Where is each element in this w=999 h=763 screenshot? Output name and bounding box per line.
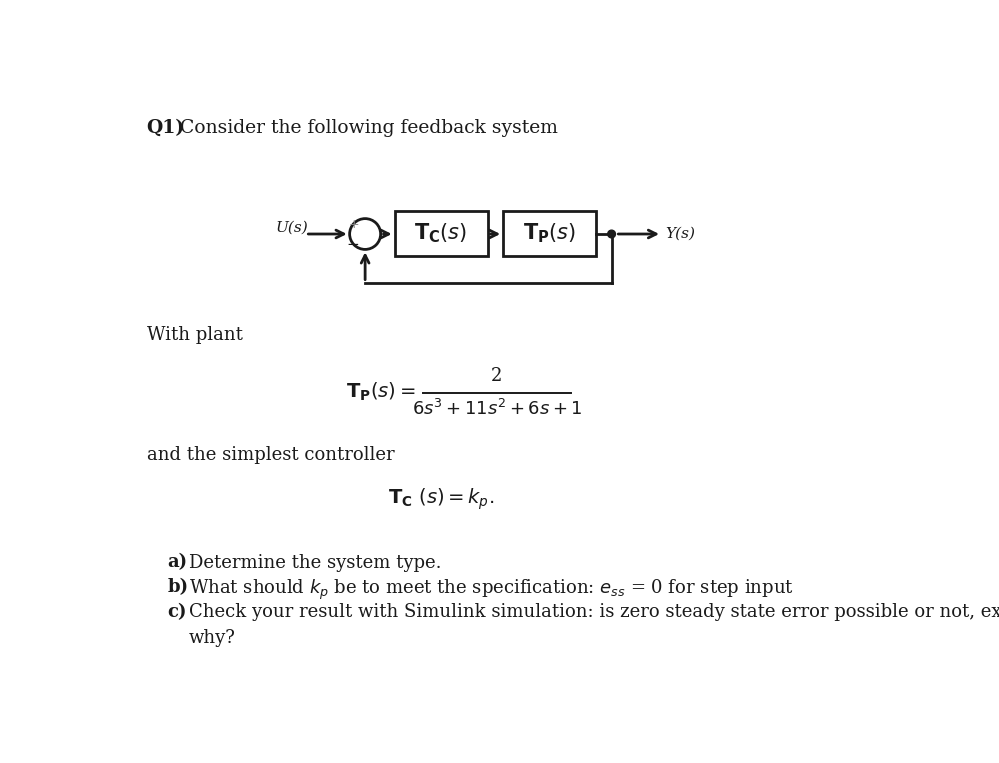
Text: $6s^3 + 11s^2 + 6s + 1$: $6s^3 + 11s^2 + 6s + 1$ <box>412 399 582 419</box>
Text: c): c) <box>168 603 187 621</box>
Text: Y(s): Y(s) <box>665 227 695 241</box>
Text: −: − <box>347 237 359 252</box>
Text: What should $k_p$ be to meet the specification: $e_{ss}$ = 0 for step input: What should $k_p$ be to meet the specifi… <box>189 578 794 603</box>
FancyBboxPatch shape <box>395 211 488 256</box>
Text: why?: why? <box>189 629 236 647</box>
Text: Consider the following feedback system: Consider the following feedback system <box>180 118 557 137</box>
Text: 2: 2 <box>492 368 502 385</box>
Text: With plant: With plant <box>147 327 243 344</box>
Text: Determine the system type.: Determine the system type. <box>189 554 442 571</box>
Text: U(s): U(s) <box>276 221 309 235</box>
Text: Check your result with Simulink simulation: is zero steady state error possible : Check your result with Simulink simulati… <box>189 603 999 621</box>
Text: a): a) <box>168 554 188 571</box>
Text: Q1): Q1) <box>147 118 185 137</box>
Text: $\mathbf{T_C}(s)$: $\mathbf{T_C}(s)$ <box>415 221 468 245</box>
Text: b): b) <box>168 578 189 596</box>
Text: $\mathbf{T_P}(s)=$: $\mathbf{T_P}(s)=$ <box>346 381 416 403</box>
Text: $\mathbf{T_C}\ (s) = k_p.$: $\mathbf{T_C}\ (s) = k_p.$ <box>389 487 495 513</box>
Text: $\mathbf{T_P}(s)$: $\mathbf{T_P}(s)$ <box>523 221 576 245</box>
Text: +: + <box>349 217 360 230</box>
Text: and the simplest controller: and the simplest controller <box>147 446 395 464</box>
FancyBboxPatch shape <box>503 211 596 256</box>
Circle shape <box>607 230 615 238</box>
